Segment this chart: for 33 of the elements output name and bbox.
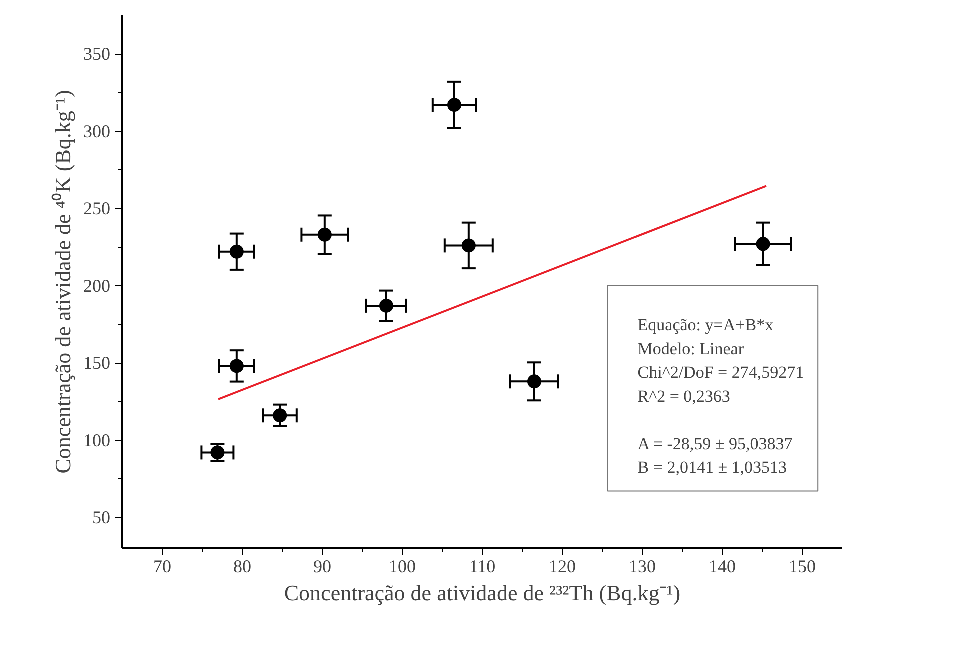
x-tick-label: 80	[234, 556, 252, 576]
point	[380, 298, 394, 313]
annotation: A = -28,59 ± 95,03837	[638, 434, 794, 454]
annotation: Modelo: Linear	[638, 339, 744, 358]
x-tick-label: 70	[154, 556, 172, 576]
y-tick-label: 200	[84, 276, 110, 296]
point	[318, 228, 332, 242]
y-tick-label: 250	[84, 198, 110, 219]
y-tick-label: 50	[92, 508, 110, 528]
x-tick-label: 130	[629, 556, 656, 576]
point	[462, 238, 476, 253]
x-tick-label: 140	[709, 556, 736, 576]
y-tick-label: 150	[84, 353, 110, 374]
y-tick-label: 350	[84, 44, 110, 64]
point	[756, 237, 770, 252]
point	[230, 244, 244, 259]
point	[528, 374, 542, 389]
y-tick-label: 300	[84, 121, 110, 142]
x-axis-title: Concentração de atividade de ²³²Th (Bq.kg⁻¹)	[284, 580, 681, 606]
y-tick-label: 100	[84, 430, 110, 450]
y-axis-title: Concentração de atividade de ⁴⁰K (Bq.kg⁻¹)	[50, 90, 76, 474]
x-tick-label: 120	[549, 556, 576, 576]
x-tick-label: 110	[469, 556, 496, 576]
point	[273, 408, 288, 423]
annotation: R^2 = 0,2363	[638, 386, 730, 406]
annotation: Equação: y=A+B*x	[638, 316, 774, 335]
point	[230, 359, 244, 374]
annotation: B = 2,0141 ± 1,03513	[638, 458, 788, 478]
x-tick-label: 150	[789, 556, 816, 576]
x-tick-label: 90	[314, 556, 332, 576]
x-tick-label: 100	[389, 556, 416, 576]
point	[448, 98, 462, 112]
annotation: Chi^2/DoF = 274,59271	[638, 363, 804, 382]
